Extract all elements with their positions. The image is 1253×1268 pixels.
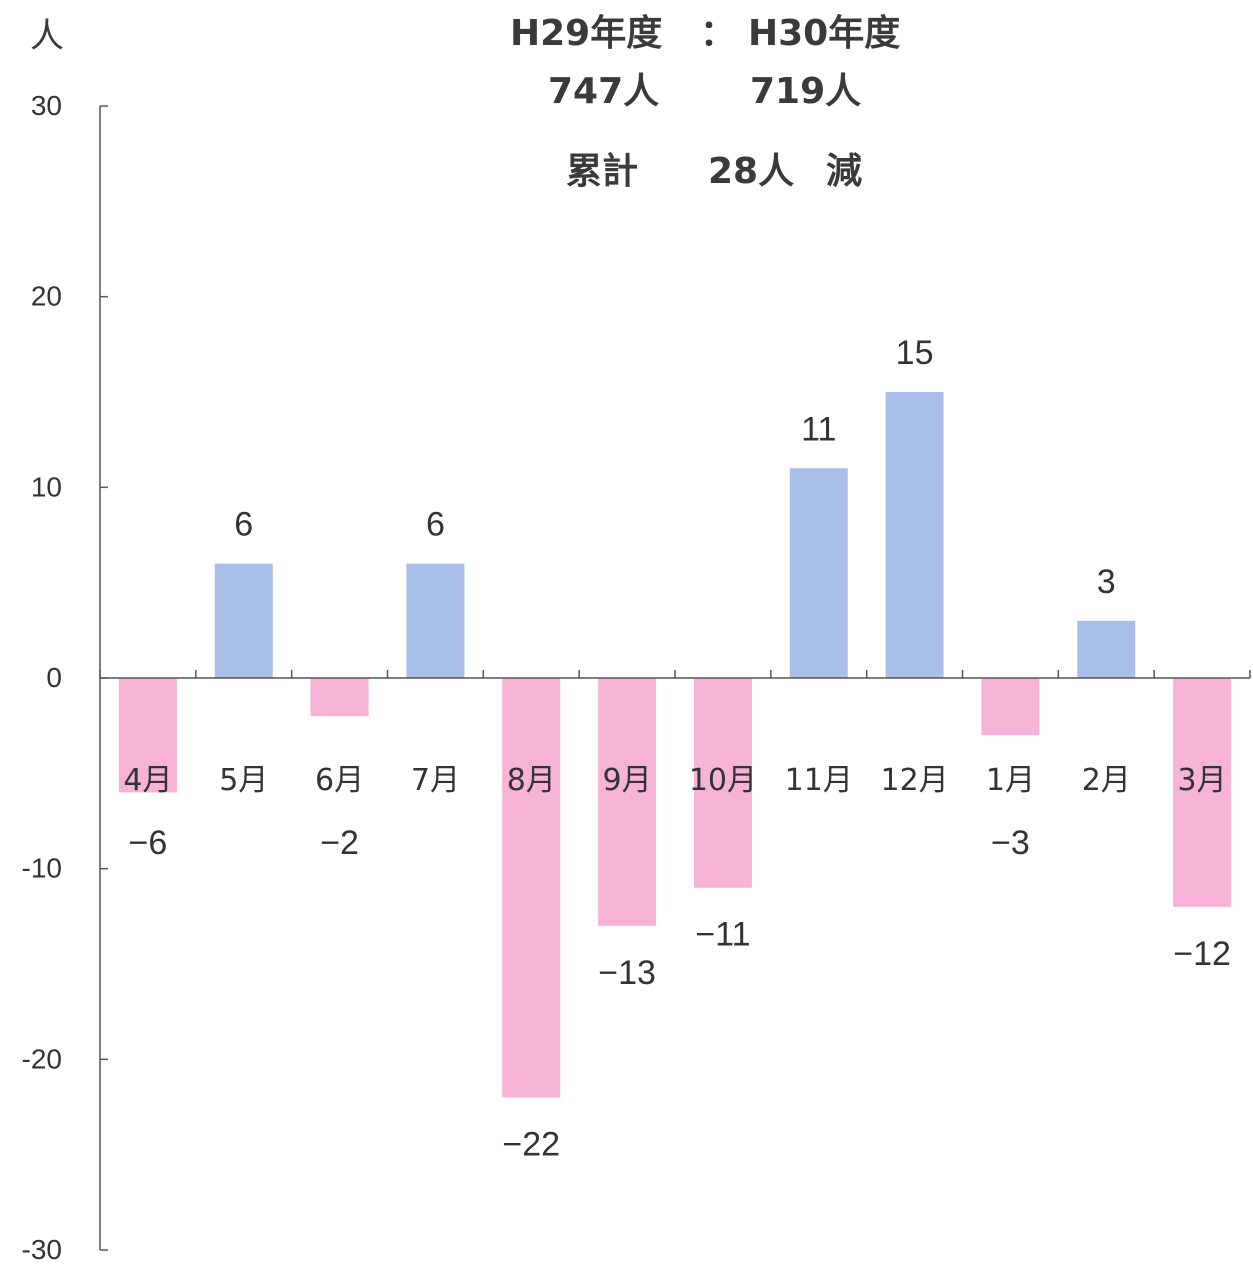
y-tick-label: -10 (22, 853, 62, 884)
y-tick-label: 30 (31, 90, 62, 121)
y-axis-unit-label: 人 (30, 16, 64, 56)
header-total-curr: 719人 (750, 71, 862, 112)
category-label-6: 9月 (603, 763, 652, 798)
header-cumulative-direction: 減 (826, 151, 863, 192)
data-label-11: 3 (1097, 563, 1116, 601)
y-tick-label: 20 (31, 281, 62, 312)
header-separator: ： (700, 13, 737, 54)
bar-8 (789, 468, 848, 678)
bar-7 (693, 678, 752, 888)
bar-10 (981, 678, 1040, 736)
bar-12 (1173, 678, 1232, 907)
data-label-2: 6 (234, 506, 253, 544)
data-label-12: −12 (1173, 935, 1231, 973)
header-cumulative-label: 累計 (566, 151, 639, 192)
data-label-3: −2 (320, 824, 359, 862)
y-tick-label: -20 (22, 1043, 62, 1074)
bar-2 (214, 563, 273, 678)
category-label-10: 1月 (986, 763, 1035, 798)
header-fy-curr: H30年度 (748, 13, 901, 54)
category-label-12: 3月 (1178, 763, 1227, 798)
y-tick-label: -30 (22, 1234, 62, 1265)
data-label-7: −11 (695, 916, 750, 954)
category-label-2: 5月 (219, 763, 268, 798)
category-label-11: 2月 (1082, 763, 1131, 798)
category-label-9: 12月 (880, 763, 948, 798)
data-label-8: 11 (801, 410, 836, 448)
bar-5 (502, 678, 561, 1098)
category-label-1: 4月 (123, 763, 172, 798)
data-label-6: −13 (598, 954, 656, 992)
y-tick-label: 0 (46, 662, 62, 693)
y-tick-label: 10 (31, 471, 62, 502)
bar-1 (118, 678, 177, 793)
category-label-3: 6月 (315, 763, 364, 798)
data-label-1: −6 (129, 824, 168, 862)
bar-3 (310, 678, 369, 717)
bar-6 (598, 678, 657, 926)
bar-4 (406, 563, 465, 678)
header-fy-prev: H29年度 (510, 13, 663, 54)
data-label-10: −3 (991, 824, 1030, 862)
data-label-4: 6 (426, 506, 445, 544)
bar-11 (1077, 620, 1136, 678)
category-label-7: 10月 (689, 763, 757, 798)
category-label-5: 8月 (507, 763, 556, 798)
category-label-8: 11月 (785, 763, 853, 798)
data-label-9: 15 (896, 334, 934, 372)
category-label-4: 7月 (411, 763, 460, 798)
header-cumulative-value: 28人 (708, 151, 795, 192)
data-label-5: −22 (502, 1125, 560, 1163)
header-total-prev: 747人 (548, 71, 660, 112)
bar-9 (885, 392, 944, 678)
